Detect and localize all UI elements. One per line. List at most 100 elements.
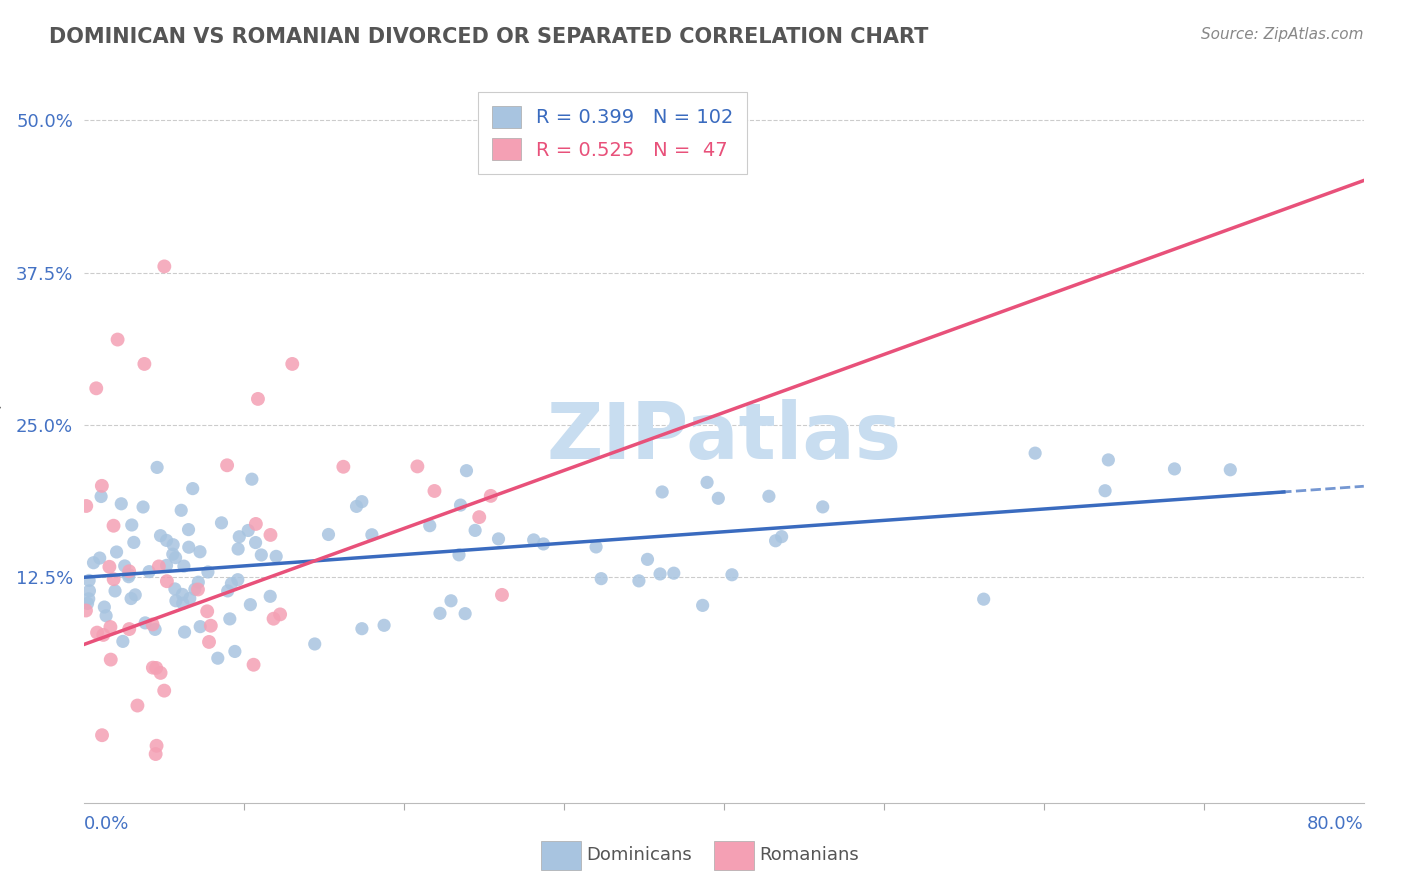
Point: [198, 635, 221, 649]
Point: [1219, 463, 1241, 477]
Point: [127, 698, 149, 713]
Text: Romanians: Romanians: [759, 847, 859, 864]
Point: [188, 545, 211, 559]
Point: [1097, 453, 1119, 467]
Point: [406, 459, 429, 474]
Y-axis label: Divorced or Separated: Divorced or Separated: [0, 343, 1, 531]
Point: [224, 644, 246, 658]
Text: 0.0%: 0.0%: [84, 815, 129, 833]
Point: [350, 622, 373, 636]
Point: [173, 559, 195, 574]
Point: [173, 625, 195, 640]
Point: [765, 533, 787, 548]
Point: [162, 538, 184, 552]
Point: [90, 490, 112, 504]
Point: [172, 596, 194, 610]
Point: [156, 574, 179, 589]
Point: [195, 604, 218, 618]
Point: [281, 357, 304, 371]
Point: [211, 516, 233, 530]
Point: [155, 533, 177, 548]
Point: [263, 612, 285, 626]
Point: [155, 558, 177, 573]
Point: [79, 583, 101, 598]
Point: [111, 634, 134, 648]
Point: [165, 550, 187, 565]
Point: [93, 824, 115, 838]
Point: [707, 491, 730, 506]
Point: [100, 620, 122, 634]
Point: [454, 607, 477, 621]
Point: [456, 464, 478, 478]
Point: [468, 510, 491, 524]
Text: DOMINICAN VS ROMANIAN DIVORCED OR SEPARATED CORRELATION CHART: DOMINICAN VS ROMANIAN DIVORCED OR SEPARA…: [49, 27, 928, 46]
Point: [114, 558, 136, 573]
Point: [118, 622, 141, 636]
Point: [110, 497, 132, 511]
Point: [242, 657, 264, 672]
Point: [153, 260, 176, 274]
Point: [627, 574, 650, 588]
Point: [134, 615, 156, 630]
Point: [346, 500, 368, 514]
Point: [429, 607, 451, 621]
Point: [187, 575, 209, 590]
Point: [122, 535, 145, 549]
Point: [264, 549, 287, 564]
Point: [304, 637, 326, 651]
Point: [250, 548, 273, 562]
Point: [447, 548, 470, 562]
Point: [226, 573, 249, 587]
Point: [1094, 483, 1116, 498]
Point: [98, 559, 121, 574]
Point: [145, 661, 167, 675]
Point: [149, 665, 172, 680]
Point: [132, 500, 155, 514]
Point: [84, 381, 107, 395]
Point: [197, 565, 219, 579]
Point: [419, 518, 441, 533]
Point: [692, 599, 714, 613]
Point: [91, 728, 114, 742]
Point: [184, 582, 207, 597]
Point: [179, 591, 201, 606]
Point: [245, 535, 267, 549]
Point: [770, 530, 793, 544]
Point: [163, 582, 186, 596]
Point: [450, 498, 472, 512]
Point: [239, 598, 262, 612]
Point: [76, 596, 98, 610]
Point: [373, 618, 395, 632]
Point: [120, 591, 142, 606]
Point: [648, 566, 671, 581]
Point: [145, 747, 167, 761]
Text: Source: ZipAtlas.com: Source: ZipAtlas.com: [1201, 27, 1364, 42]
Point: [142, 660, 165, 674]
Point: [758, 489, 780, 503]
Point: [1024, 446, 1046, 460]
Point: [134, 357, 156, 371]
Point: [89, 551, 111, 566]
Point: [77, 591, 100, 606]
Point: [91, 628, 114, 642]
Point: [217, 583, 239, 598]
Point: [83, 556, 105, 570]
Point: [103, 572, 125, 586]
Point: [221, 576, 243, 591]
Point: [90, 479, 112, 493]
Point: [148, 559, 170, 574]
Point: [245, 516, 267, 531]
Point: [100, 652, 122, 666]
Point: [423, 483, 446, 498]
Point: [662, 566, 685, 581]
Point: [973, 592, 995, 607]
Point: [240, 472, 263, 486]
Point: [162, 547, 184, 561]
Point: [464, 524, 486, 538]
Point: [491, 588, 513, 602]
Point: [145, 739, 167, 753]
Point: [165, 594, 187, 608]
Point: [585, 540, 607, 554]
Point: [153, 683, 176, 698]
Point: [207, 651, 229, 665]
